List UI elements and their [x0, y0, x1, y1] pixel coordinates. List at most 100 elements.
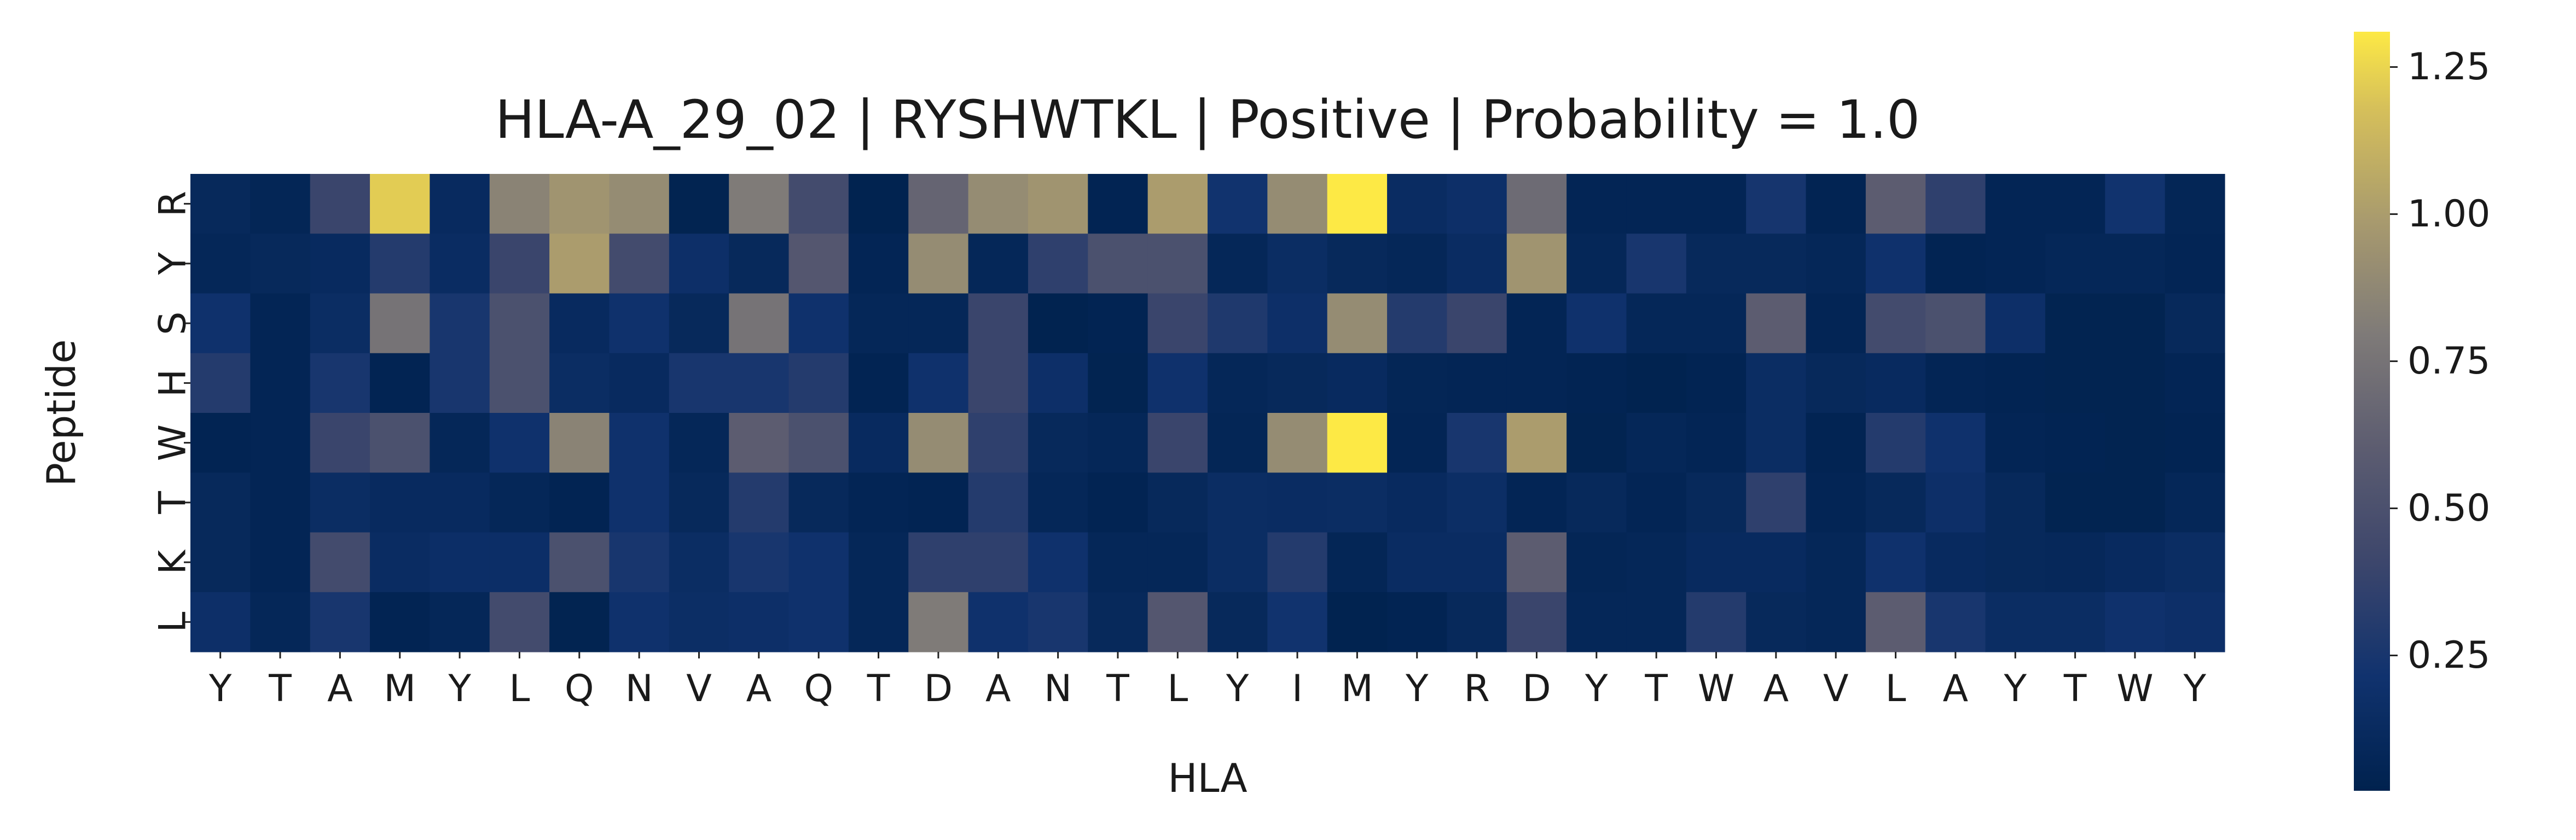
heatmap-cell — [430, 353, 490, 413]
heatmap-cell — [669, 472, 729, 533]
heatmap-cell — [1147, 472, 1208, 533]
heatmap-cell — [788, 592, 849, 652]
heatmap-cell — [1267, 353, 1328, 413]
heatmap-cell — [370, 293, 431, 354]
heatmap-cell — [1746, 174, 1807, 234]
heatmap-cell — [1208, 532, 1268, 593]
heatmap-cell — [1327, 234, 1388, 294]
x-tick-label: T — [2063, 667, 2087, 710]
heatmap-cell — [729, 353, 790, 413]
heatmap-cell — [1506, 592, 1567, 652]
heatmap-cell — [1387, 293, 1448, 354]
heatmap-cell — [1327, 592, 1388, 652]
heatmap-cell — [1925, 174, 1986, 234]
heatmap-cell — [190, 472, 251, 533]
x-tick-label: T — [867, 667, 890, 710]
heatmap-cell — [370, 413, 431, 473]
heatmap-cell — [1865, 234, 1926, 294]
heatmap-cell — [1686, 293, 1747, 354]
heatmap-cell — [968, 472, 1029, 533]
heatmap-cell — [1267, 413, 1328, 473]
heatmap-cell — [908, 592, 969, 652]
heatmap-cell — [609, 592, 670, 652]
heatmap-cell — [1686, 174, 1747, 234]
heatmap-cell — [1985, 174, 2046, 234]
heatmap-cell — [1088, 234, 1148, 294]
heatmap-cell — [1925, 532, 1986, 593]
heatmap-cell — [1327, 174, 1388, 234]
heatmap-cell — [370, 174, 431, 234]
heatmap-cell — [430, 532, 490, 593]
heatmap-cell — [1147, 532, 1208, 593]
heatmap-cell — [1746, 592, 1807, 652]
heatmap-cell — [609, 174, 670, 234]
heatmap-cell — [788, 472, 849, 533]
heatmap-cell — [1626, 532, 1687, 593]
heatmap-cell — [1267, 592, 1328, 652]
heatmap-cell — [1447, 413, 1507, 473]
heatmap-cell — [1387, 174, 1448, 234]
heatmap-cell — [1447, 532, 1507, 593]
y-tick-label: W — [152, 424, 195, 461]
heatmap-cell — [250, 592, 311, 652]
x-tick-label: R — [1464, 667, 1489, 710]
heatmap-cell — [1387, 532, 1448, 593]
heatmap-cell — [908, 174, 969, 234]
heatmap-cell — [848, 532, 909, 593]
heatmap-cell — [1985, 472, 2046, 533]
heatmap-cell — [609, 413, 670, 473]
heatmap-cell — [310, 293, 370, 354]
heatmap-cell — [1746, 234, 1807, 294]
x-tick-label: T — [1106, 667, 1129, 710]
heatmap-cell — [2105, 532, 2166, 593]
heatmap-cell — [549, 413, 610, 473]
heatmap-cell — [2165, 174, 2225, 234]
heatmap-cell — [1447, 293, 1507, 354]
heatmap-cell — [669, 234, 729, 294]
heatmap-cell — [669, 592, 729, 652]
heatmap-cell — [1327, 532, 1388, 593]
heatmap-cell — [2045, 353, 2105, 413]
x-tick-label: M — [1341, 667, 1373, 710]
heatmap-cell — [1147, 293, 1208, 354]
heatmap-cell — [1028, 532, 1088, 593]
heatmap-cell — [2165, 293, 2225, 354]
heatmap-cell — [370, 234, 431, 294]
heatmap-cell — [1567, 234, 1627, 294]
x-tick-label: V — [1823, 667, 1849, 710]
heatmap-cell — [1865, 174, 1926, 234]
heatmap-cell — [908, 293, 969, 354]
heatmap-cell — [908, 234, 969, 294]
heatmap-cell — [1865, 353, 1926, 413]
heatmap-cell — [1267, 472, 1328, 533]
heatmap-cell — [788, 174, 849, 234]
heatmap-cell — [250, 353, 311, 413]
heatmap-cell — [1028, 413, 1088, 473]
heatmap-cell — [729, 174, 790, 234]
heatmap-cell — [549, 234, 610, 294]
x-tick-label: I — [1292, 667, 1303, 710]
heatmap-cell — [669, 353, 729, 413]
heatmap-cell — [729, 532, 790, 593]
heatmap-cell — [549, 353, 610, 413]
heatmap-cell — [1088, 293, 1148, 354]
heatmap-cell — [1387, 353, 1448, 413]
heatmap-cell — [1567, 413, 1627, 473]
heatmap-cell — [1806, 353, 1866, 413]
heatmap-cell — [1985, 353, 2046, 413]
heatmap-cell — [310, 472, 370, 533]
x-tick-label: A — [1943, 667, 1969, 710]
heatmap-cell — [1686, 234, 1747, 294]
heatmap-cell — [430, 234, 490, 294]
x-tick-label: Y — [448, 667, 471, 710]
heatmap-cell — [1028, 234, 1088, 294]
x-tick-label: A — [327, 667, 353, 710]
heatmap-cell — [1387, 413, 1448, 473]
heatmap-cell — [549, 532, 610, 593]
heatmap-cell — [310, 174, 370, 234]
heatmap-cell — [1626, 174, 1687, 234]
heatmap-cell — [1865, 532, 1926, 593]
heatmap-cell — [968, 353, 1029, 413]
heatmap-cell — [848, 293, 909, 354]
heatmap-cell — [1865, 293, 1926, 354]
